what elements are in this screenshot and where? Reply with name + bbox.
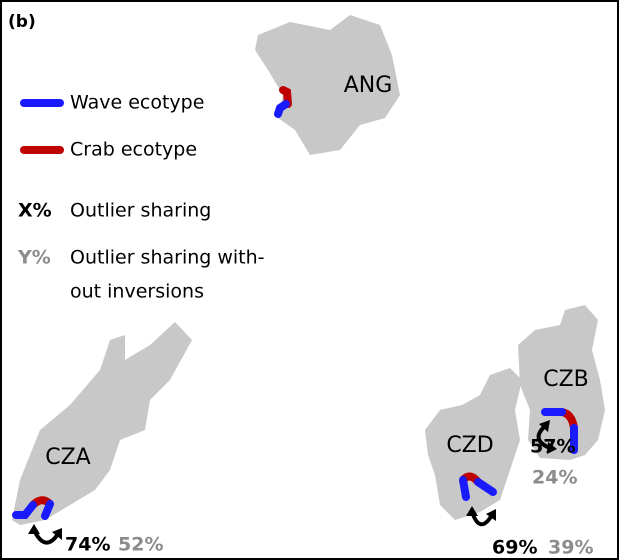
wave-marker bbox=[474, 478, 497, 496]
island-label: ANG bbox=[344, 73, 393, 98]
arrow bbox=[536, 424, 551, 450]
legend-symbol: Y% bbox=[17, 247, 51, 269]
legend-text: Outlier sharing with- bbox=[70, 247, 265, 269]
sharing-no-inv: 24% bbox=[532, 467, 577, 489]
legend-text: Crab ecotype bbox=[70, 139, 197, 161]
sharing: 69% bbox=[492, 537, 537, 559]
legend-text: out inversions bbox=[70, 281, 204, 303]
sharing: 57% bbox=[530, 436, 575, 458]
island-label: CZB bbox=[543, 367, 589, 392]
sharing: 74% bbox=[65, 534, 110, 556]
island-czd bbox=[425, 368, 522, 520]
wave-marker bbox=[459, 476, 470, 501]
island-cza bbox=[12, 322, 192, 525]
wave-marker bbox=[12, 501, 37, 519]
panel-label: (b) bbox=[8, 12, 36, 32]
crab-marker bbox=[279, 86, 292, 108]
island-label: CZA bbox=[45, 445, 90, 470]
wave-marker bbox=[41, 500, 54, 520]
legend-text: Wave ecotype bbox=[70, 92, 204, 114]
wave-marker bbox=[274, 100, 290, 118]
arrow-head bbox=[539, 420, 557, 454]
island-ang bbox=[255, 15, 400, 155]
island-czb bbox=[518, 305, 605, 460]
arrow-head bbox=[28, 524, 62, 540]
island-label: CZD bbox=[446, 433, 493, 458]
arrow-head bbox=[466, 506, 496, 521]
sharing-no-inv: 52% bbox=[118, 534, 163, 556]
sharing-no-inv: 39% bbox=[548, 537, 593, 559]
legend-symbol: X% bbox=[18, 200, 52, 222]
legend-text: Outlier sharing bbox=[70, 200, 211, 222]
